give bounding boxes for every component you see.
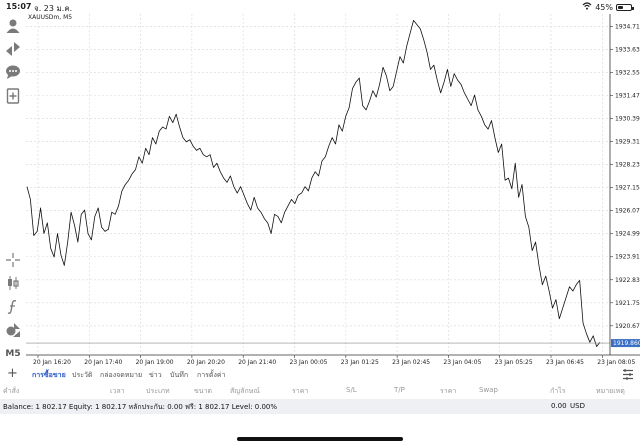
y-tick-label: 1934.710 xyxy=(615,24,640,31)
col-comment: หมายเหตุ xyxy=(596,387,625,395)
y-tick-label: 1929.310 xyxy=(615,139,640,146)
status-date: จ. 23 ม.ค. xyxy=(34,4,73,13)
x-tick-label: 20 Jan 20:20 xyxy=(187,359,225,366)
tab-history[interactable]: ประวัติ xyxy=(72,371,93,379)
transfer-icon[interactable] xyxy=(3,39,23,59)
col-volume: ขนาด xyxy=(194,387,213,395)
y-tick-label: 1921.750 xyxy=(615,300,640,307)
battery-fill xyxy=(618,5,623,9)
y-tick-label: 1923.910 xyxy=(615,254,640,261)
chart-area[interactable]: 1934.710 1933.630 1932.550 1931.470 1930.390… xyxy=(26,14,640,366)
tab-journal[interactable]: บันทึก xyxy=(170,371,189,379)
col-time: เวลา xyxy=(110,387,125,395)
x-tick-label: 23 Jan 04:05 xyxy=(443,359,481,366)
x-tick-label: 23 Jan 01:25 xyxy=(341,359,379,366)
timeframe-button[interactable]: M5 xyxy=(5,349,21,359)
col-tp: T/P xyxy=(394,386,405,394)
wifi-icon xyxy=(582,2,592,12)
add-icon[interactable]: + xyxy=(7,366,18,381)
y-tick-label: 1926.070 xyxy=(615,208,640,215)
col-profit: กำไร xyxy=(550,387,566,395)
col-current-price: ราคา xyxy=(440,387,457,395)
price-line-series xyxy=(26,19,601,347)
chat-icon[interactable] xyxy=(3,62,23,82)
balance-text: Balance: 1 802.17 Equity: 1 802.17 หลักป… xyxy=(3,403,278,411)
x-tick-label: 23 Jan 06:45 xyxy=(546,359,584,366)
tab-trade[interactable]: การซื้อขาย xyxy=(32,371,66,379)
x-tick-label: 23 Jan 05:25 xyxy=(495,359,533,366)
tab-mailbox[interactable]: กล่องจดหมาย xyxy=(100,371,143,379)
y-tick-label: 1930.390 xyxy=(615,116,640,123)
y-tick-label: 1920.670 xyxy=(615,323,640,330)
col-symbol: สัญลักษณ์ xyxy=(230,387,260,395)
chart-symbol-label: XAUUSDm, M5 xyxy=(28,14,73,21)
col-sl: S/L xyxy=(346,386,357,394)
candlestick-icon[interactable] xyxy=(3,273,23,293)
col-order: คำสั่ง xyxy=(3,387,20,395)
tab-news[interactable]: ข่าว xyxy=(149,371,162,379)
function-icon[interactable] xyxy=(3,297,23,317)
battery-percent: 45% xyxy=(595,2,613,12)
status-time: 15:07 xyxy=(6,2,32,11)
x-tick-label: 23 Jan 00:05 xyxy=(290,359,328,366)
total-profit: 0.00 xyxy=(551,402,567,410)
objects-icon[interactable] xyxy=(3,320,23,340)
orders-table-header: คำสั่ง เวลา ประเภท ขนาด สัญลักษณ์ ราคา S… xyxy=(0,384,640,398)
current-price-box xyxy=(611,339,640,348)
x-tick-label: 20 Jan 21:40 xyxy=(238,359,276,366)
y-tick-label: 1933.630 xyxy=(615,47,640,54)
status-bar: 15:07 จ. 23 ม.ค. 45% xyxy=(0,0,640,14)
x-tick-label: 23 Jan 02:45 xyxy=(392,359,430,366)
columns-menu-icon[interactable] xyxy=(622,369,634,382)
col-price: ราคา xyxy=(292,387,309,395)
person-icon[interactable] xyxy=(3,16,23,36)
x-tick-label: 20 Jan 19:00 xyxy=(136,359,174,366)
x-tick-label: 23 Jan 08:05 xyxy=(597,359,635,366)
y-tick-label: 1922.830 xyxy=(615,277,640,284)
y-tick-label: 1927.150 xyxy=(615,185,640,192)
x-tick-label: 20 Jan 17:40 xyxy=(84,359,122,366)
status-right: 45% xyxy=(582,2,634,12)
crosshair-icon[interactable] xyxy=(3,250,23,270)
x-tick-label: 20 Jan 16:20 xyxy=(33,359,71,366)
left-toolbar: M5 xyxy=(0,14,26,366)
home-indicator[interactable] xyxy=(237,437,403,441)
battery-icon xyxy=(616,3,634,11)
y-tick-label: 1931.470 xyxy=(615,93,640,100)
y-tick-label: 1932.550 xyxy=(615,70,640,77)
col-swap: Swap xyxy=(479,386,498,394)
y-tick-label: 1924.990 xyxy=(615,231,640,238)
add-document-icon[interactable] xyxy=(3,86,23,106)
balance-bar: Balance: 1 802.17 Equity: 1 802.17 หลักป… xyxy=(0,399,640,414)
col-type: ประเภท xyxy=(146,387,170,395)
tab-settings[interactable]: การตั้งค่า xyxy=(197,371,226,379)
account-currency: USD xyxy=(570,402,585,410)
y-tick-label: 1928.230 xyxy=(615,162,640,169)
bottom-tabs: + การซื้อขาย ประวัติ กล่องจดหมาย ข่าว บั… xyxy=(0,367,640,383)
price-chart[interactable]: 1934.710 1933.630 1932.550 1931.470 1930.390… xyxy=(26,14,640,366)
current-price-label: 1919.860 xyxy=(613,340,640,347)
